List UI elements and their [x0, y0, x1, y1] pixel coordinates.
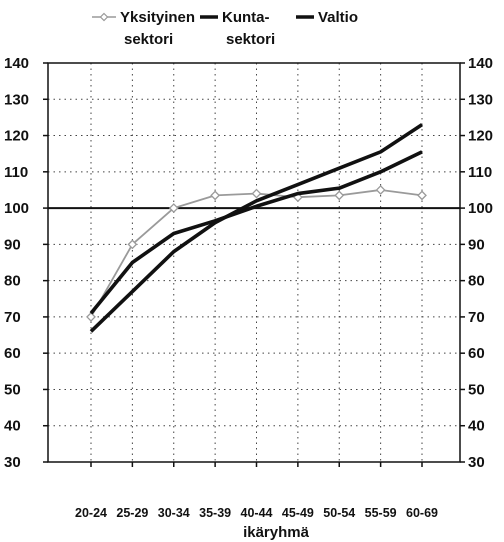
- legend-label: Yksityinen: [120, 9, 195, 26]
- x-tick-label: 55-59: [365, 506, 397, 520]
- y-tick-label-left: 40: [4, 418, 21, 435]
- data-point-marker: [210, 190, 221, 201]
- data-point-marker: [251, 188, 262, 199]
- grid-lines: [48, 63, 460, 462]
- y-tick-label-left: 90: [4, 236, 21, 253]
- y-tick-label-left: 130: [4, 91, 29, 108]
- y-tick-label-right: 100: [468, 200, 493, 217]
- y-axis-right: 30 40 50 60 70 80 90 100 110 120 130 140: [460, 55, 493, 471]
- legend-swatch-marker: [99, 12, 109, 22]
- x-axis: 20-24 25-29 30-34 35-39 40-44 45-49 50-54 55-59…: [75, 462, 438, 520]
- series-group: [86, 123, 427, 333]
- y-tick-label-right: 120: [468, 128, 493, 145]
- x-tick-label: 25-29: [116, 506, 148, 520]
- legend: Yksityinen sektori Kunta-sektori Valtio: [92, 9, 358, 48]
- y-tick-label-left: 30: [4, 454, 21, 471]
- y-tick-label-right: 30: [468, 454, 485, 471]
- series-line-1: [89, 150, 423, 315]
- x-tick-label: 50-54: [323, 506, 355, 520]
- y-tick-label-left: 110: [4, 164, 28, 181]
- legend-label: sektori: [226, 31, 275, 48]
- x-tick-label: 35-39: [199, 506, 231, 520]
- x-tick-label: 40-44: [241, 506, 273, 520]
- y-tick-label-left: 100: [4, 200, 29, 217]
- data-point-marker: [168, 203, 179, 214]
- y-tick-label-right: 140: [468, 55, 493, 72]
- x-tick-label: 45-49: [282, 506, 314, 520]
- y-tick-label-left: 60: [4, 345, 21, 362]
- y-tick-label-left: 140: [4, 55, 29, 72]
- y-tick-label-left: 120: [4, 128, 29, 145]
- data-point-marker: [86, 311, 96, 322]
- legend-label: sektori: [124, 31, 173, 48]
- x-tick-label: 60-69: [406, 506, 438, 520]
- data-point-marker: [375, 185, 386, 195]
- y-tick-label-right: 110: [468, 164, 492, 181]
- data-point-marker: [334, 190, 345, 201]
- y-tick-label-left: 50: [4, 381, 21, 398]
- x-axis-title: ikäryhmä: [243, 524, 310, 541]
- y-tick-label-right: 70: [468, 309, 485, 326]
- y-tick-label-right: 80: [468, 273, 485, 290]
- y-tick-label-right: 60: [468, 345, 485, 362]
- y-tick-label-right: 90: [468, 236, 485, 253]
- y-tick-label-right: 40: [468, 418, 485, 435]
- plot-frame: [47, 62, 461, 463]
- y-tick-label-right: 50: [468, 381, 485, 398]
- data-point-marker: [417, 190, 427, 201]
- legend-label: Kunta-: [222, 9, 270, 26]
- x-tick-label: 20-24: [75, 506, 107, 520]
- y-tick-label-left: 70: [4, 309, 21, 326]
- data-point-marker: [127, 239, 138, 250]
- y-axis-left: 30 40 50 60 70 80 90 100 110 120 130 140: [4, 55, 48, 471]
- y-tick-label-left: 80: [4, 273, 21, 290]
- legend-label: Valtio: [318, 9, 358, 26]
- x-tick-label: 30-34: [158, 506, 190, 520]
- y-tick-label-right: 130: [468, 91, 493, 108]
- series-line-2: [89, 123, 423, 333]
- plot-border: [47, 62, 461, 463]
